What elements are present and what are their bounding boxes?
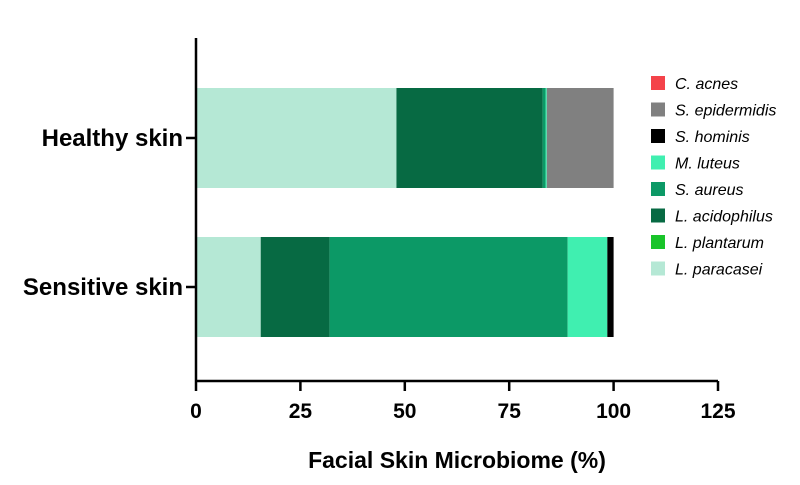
legend-label-c-acnes: C. acnes: [675, 76, 738, 93]
bar-sensitive-skin-m-luteus: [567, 237, 608, 337]
legend-label-s-epidermidis: S. epidermidis: [675, 103, 776, 120]
bar-sensitive-skin-l-paracasei: [196, 237, 261, 337]
legend-swatch-l-plantarum: [651, 235, 665, 249]
legend-swatch-c-acnes: [651, 76, 665, 90]
legend-swatch-s-epidermidis: [651, 102, 665, 117]
bar-group: [196, 88, 614, 337]
legend-swatch-s-hominis: [651, 129, 665, 143]
legend: C. acnes S. epidermidis S. hominis M. luteu…: [651, 76, 776, 279]
category-label: Sensitive skin: [23, 274, 183, 301]
legend-label-l-acidophilus: L. acidophilus: [675, 209, 773, 226]
category-label: Healthy skin: [42, 125, 183, 152]
legend-swatch-l-paracasei: [651, 261, 665, 276]
bar-sensitive-skin-s-hominis: [607, 237, 614, 337]
legend-swatch-l-acidophilus: [651, 208, 665, 223]
x-ticks: 0 25 50 75 100 125: [190, 381, 736, 423]
legend-label-s-aureus: S. aureus: [675, 182, 743, 199]
legend-label-m-luteus: M. luteus: [675, 156, 740, 173]
x-tick-label: 100: [596, 400, 631, 423]
bar-healthy-skin-s-aureus: [542, 88, 546, 188]
bar-healthy-skin-m-luteus: [545, 88, 547, 188]
x-tick-label: 75: [498, 400, 522, 423]
bar-healthy-skin-l-paracasei: [196, 88, 397, 188]
legend-swatch-s-aureus: [651, 182, 665, 196]
bar-healthy-skin-l-acidophilus: [396, 88, 543, 188]
x-axis-title: Facial Skin Microbiome (%): [308, 447, 606, 473]
x-tick-label: 25: [289, 400, 313, 423]
bar-healthy-skin-s-epidermidis: [546, 88, 614, 188]
legend-label-l-plantarum: L. plantarum: [675, 235, 764, 252]
legend-label-l-paracasei: L. paracasei: [675, 262, 763, 279]
legend-label-s-hominis: S. hominis: [675, 129, 750, 146]
bar-sensitive-skin-l-acidophilus: [260, 237, 330, 337]
category-labels: Healthy skin Sensitive skin: [23, 125, 196, 301]
x-tick-label: 0: [190, 400, 202, 423]
bar-sensitive-skin-s-aureus: [329, 237, 568, 337]
x-tick-label: 50: [393, 400, 416, 423]
legend-swatch-m-luteus: [651, 155, 665, 170]
x-tick-label: 125: [700, 400, 735, 423]
